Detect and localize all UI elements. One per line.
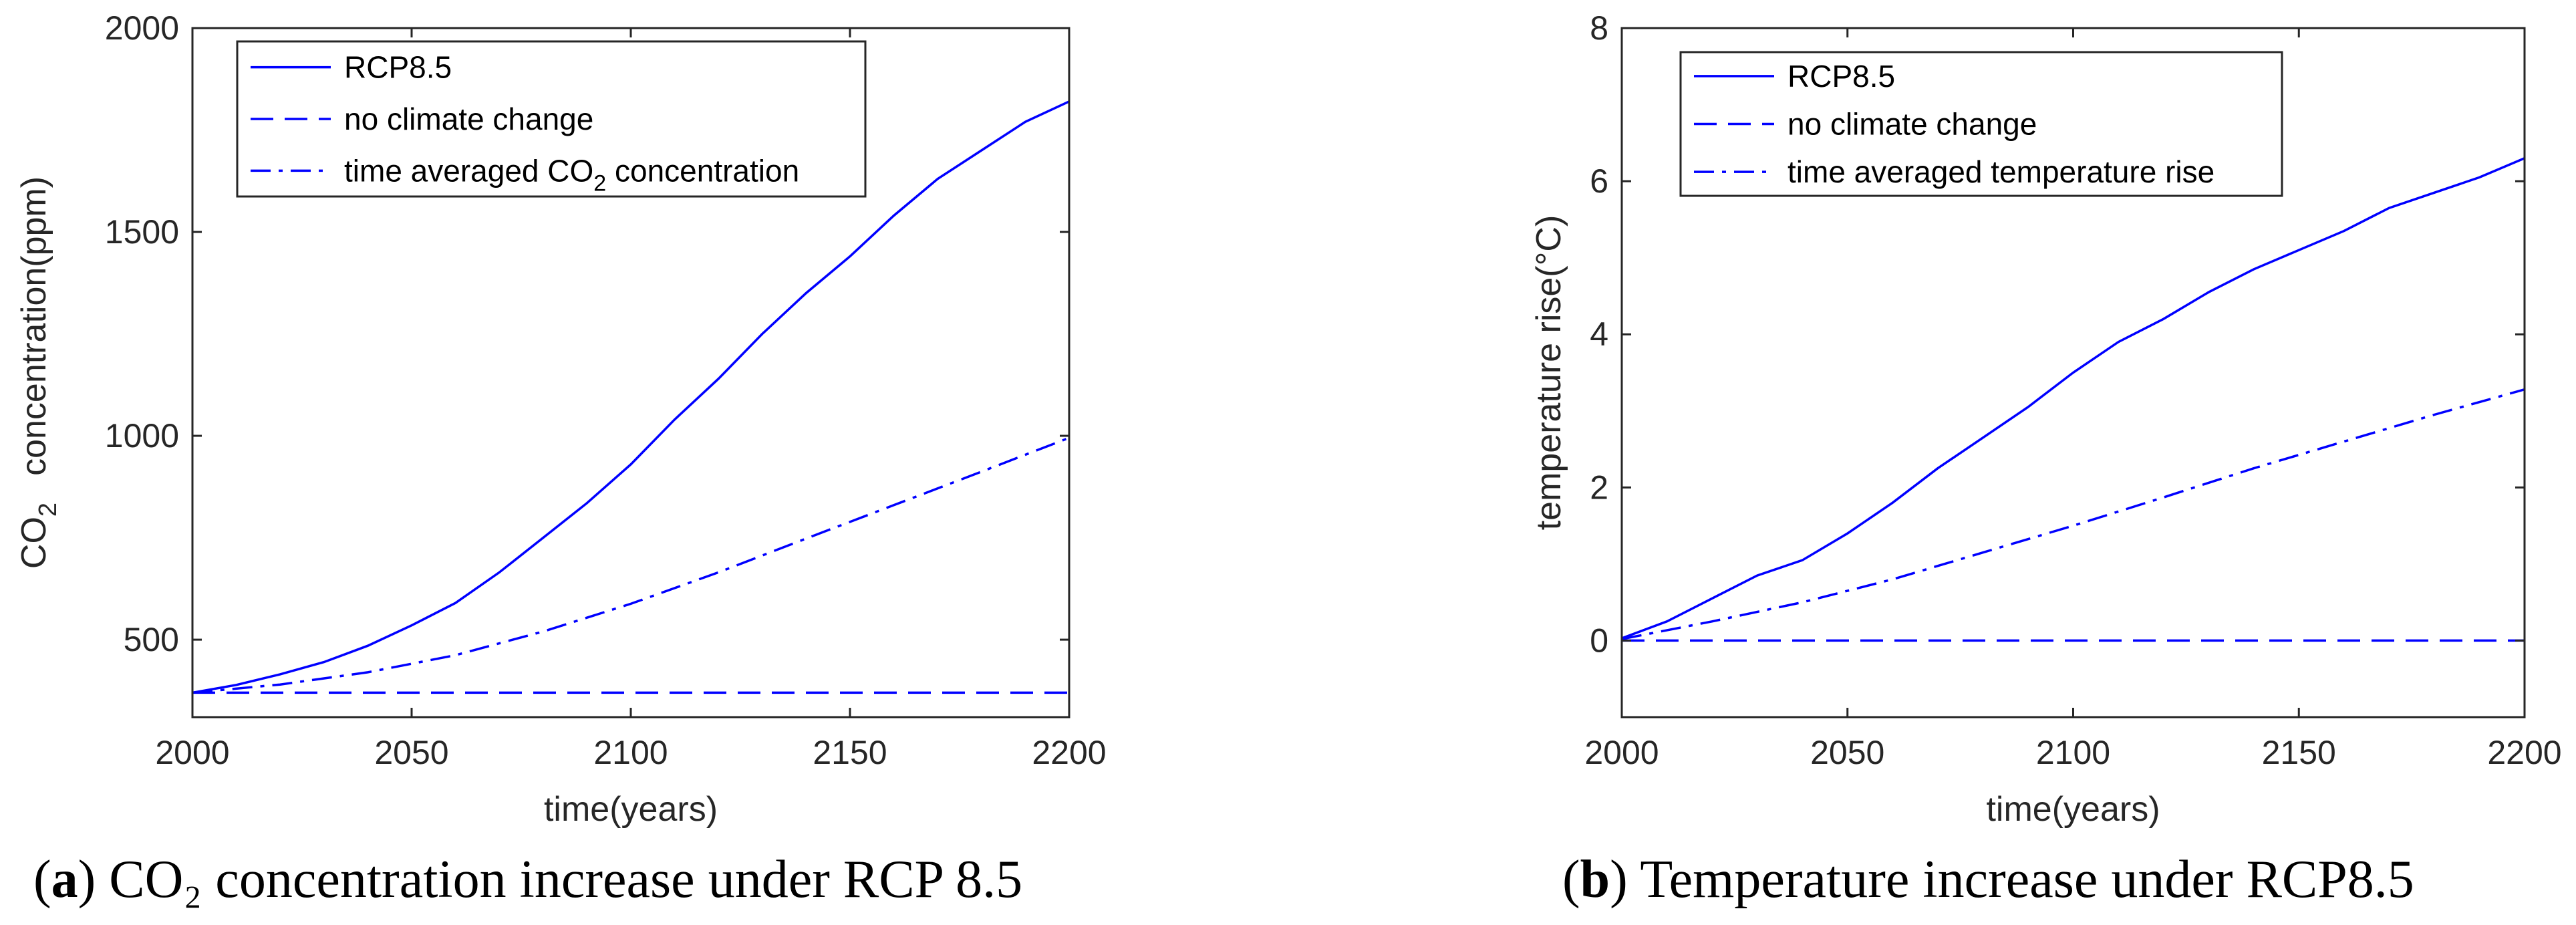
y-tick-label: 500 [124,621,179,658]
legend-box [236,40,867,198]
caption-paren-open: ( [33,850,51,909]
figure-caption: (b) Temperature increase under RCP8.5 [1562,850,2414,909]
caption-text: Temperature increase under RCP8.5 [1640,850,2414,909]
chart-a-co2: 2000 2050 2100 2150 2200 500 1000 1500 2000 time(… [15,9,1107,909]
caption-text: CO₂ concentration increase under RCP 8.5 [109,850,1022,909]
y-tick-label: 0 [1590,622,1608,659]
legend-entry-label: RCP8.5 [1787,59,1895,94]
series-line-dashdot [192,436,1069,694]
y-axis-label-main: temperature rise(°C) [1530,215,1568,531]
series-line-solid [192,100,1069,694]
legend-entry-name: no climate change [1787,107,2037,142]
y-tick-label: 4 [1590,315,1608,353]
legend-box [1679,51,2283,197]
legend-entry-label: no climate change [344,102,593,136]
x-tick-label: 2200 [1032,734,1106,771]
legend-entry-label: time averaged temperature rise [1787,154,2214,189]
caption-paren-close: ) [78,850,110,909]
x-tick-label: 2050 [1810,734,1884,771]
y-tick-label: 1000 [105,417,179,454]
x-tick-label: 2150 [2262,734,2336,771]
y-tick-label: 6 [1590,162,1608,200]
legend-entry-name: no climate change [344,102,593,136]
y-axis-label-main: CO [15,517,53,569]
legend-entry-name: time averaged temperature rise [1787,154,2214,189]
legend-entry-label: RCP8.5 [344,50,452,85]
series-group [1622,157,2525,642]
y-axis-label-rest: concentration(ppm) [15,176,53,476]
x-tick-label: 2100 [593,734,668,771]
y-tick-label: 2000 [105,9,179,47]
y-axis-label-sub: 2 [34,503,62,517]
series-group [192,100,1069,694]
caption-label: b [1580,850,1610,909]
x-axis-label: time(years) [544,790,718,829]
y-tick-label: 2 [1590,469,1608,506]
x-tick-label: 2150 [813,734,887,771]
legend: RCP8.5 no climate change time averaged tem… [1679,51,2283,197]
legend-entry-label: no climate change [1787,107,2037,142]
x-tick-label: 2050 [374,734,448,771]
x-axis-label: time(years) [1986,790,2160,829]
legend-entry-name: time averaged CO [344,153,593,188]
legend: RCP8.5 no climate change time averaged CO2… [236,40,867,198]
legend-entry-name: RCP8.5 [1787,59,1895,94]
caption-label: a [51,850,78,909]
legend-entry-label: time averaged CO2 concentration [344,153,799,196]
y-axis-label: CO2 concentration(ppm) [15,176,62,569]
legend-entry-sub: 2 [593,170,606,196]
x-tick-label: 2200 [2487,734,2561,771]
y-tick-label: 8 [1590,9,1608,47]
y-tick-label: 1500 [105,213,179,251]
caption-paren-close: ) [1610,850,1640,909]
series-line-solid [1622,157,2525,640]
x-tick-label: 2000 [1584,734,1659,771]
legend-entry-name: RCP8.5 [344,50,452,85]
x-tick-label: 2000 [155,734,229,771]
caption-paren-open: ( [1562,850,1580,909]
chart-b-temperature: 2000 2050 2100 2150 2200 0 2 4 6 8 time(years) temp… [1530,9,2562,909]
x-tick-label: 2100 [2036,734,2110,771]
legend-entry-rest: concentration [606,153,799,188]
y-axis-label: temperature rise(°C) [1530,215,1568,531]
figure-caption: (a) CO₂ concentration increase under RCP… [33,850,1022,909]
series-line-dashdot [1622,388,2525,640]
